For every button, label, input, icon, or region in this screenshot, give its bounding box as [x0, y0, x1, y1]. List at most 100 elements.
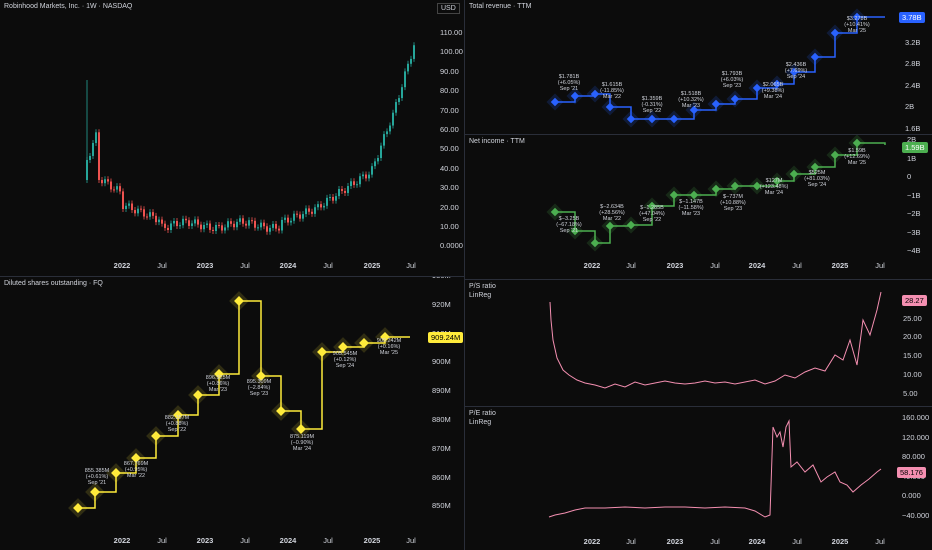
candle-body — [359, 176, 361, 185]
pane-divider-vertical[interactable] — [464, 0, 465, 550]
candle-body — [320, 204, 322, 208]
candle-body — [95, 132, 97, 143]
shares-current-tag: 909.24M — [428, 332, 464, 343]
price-y-tick: 80.00 — [440, 86, 459, 96]
candle-body — [230, 221, 232, 224]
candle-body — [341, 189, 343, 191]
income-x-tick: 2022 — [583, 261, 601, 270]
income-annotation: $127M (+123.48%) Mar '24 — [760, 178, 789, 196]
pane-divider-inc-ps[interactable] — [465, 279, 932, 280]
shares-x-tick: 2022 — [113, 536, 131, 545]
candle-body — [149, 212, 151, 217]
income-annotation: $−3.25B (−67.18%) Sep '21 — [556, 216, 582, 234]
revenue-annotation: $2.436B (+7.69%) Sep '24 — [785, 62, 808, 80]
candle-body — [212, 229, 214, 231]
income-pane[interactable]: Net income · TTM $−3.25B (−67.18%) Sep '21… — [465, 135, 932, 278]
income-y-tick: −1B — [907, 190, 921, 200]
price-x-tick: Jul — [406, 261, 416, 270]
candle-body — [227, 221, 229, 228]
shares-y-tick: 850M — [432, 501, 451, 511]
shares-marker — [151, 431, 161, 441]
price-y-tick: 0.0000 — [440, 241, 463, 251]
candle-body — [299, 214, 301, 219]
candle-body — [269, 227, 271, 232]
shares-pane[interactable]: Diluted shares outstanding · FQ 855.385M… — [0, 277, 464, 550]
candle-body — [323, 205, 325, 208]
income-annotation: $−1.147B (−11.58%) Mar '23 — [678, 199, 703, 217]
candle-body — [305, 208, 307, 215]
candle-body — [221, 225, 223, 231]
candle-body — [203, 224, 205, 230]
ps-pane[interactable]: P/S ratio LinReg 30.0025.0020.0015.0010.… — [465, 280, 932, 406]
candle-body — [401, 87, 403, 99]
candle-body — [182, 218, 184, 226]
ps-chart[interactable] — [465, 280, 932, 406]
candle-body — [161, 219, 163, 224]
candle-body — [224, 227, 226, 231]
pe-chart[interactable] — [465, 407, 932, 550]
shares-annotation: 905.545M (+0.12%) Sep '24 — [333, 351, 358, 369]
shares-x-tick: Jul — [406, 536, 416, 545]
candle-body — [167, 227, 169, 230]
shares-y-tick: 890M — [432, 386, 451, 396]
shares-marker — [173, 410, 183, 420]
candle-body — [239, 218, 241, 222]
candle-body — [194, 219, 196, 224]
pane-divider-left[interactable] — [0, 276, 464, 277]
shares-annotation: 867.769M (+0.95%) Mar '22 — [124, 461, 149, 479]
pane-divider-ps-pe[interactable] — [465, 406, 932, 407]
shares-x-tick: 2025 — [363, 536, 381, 545]
pe-pane[interactable]: P/E ratio LinReg 160.000120.00080.00040.… — [465, 407, 932, 550]
shares-x-tick: Jul — [157, 536, 167, 545]
currency-selector[interactable]: USD — [437, 3, 460, 14]
candle-body — [308, 208, 310, 212]
candle-body — [344, 190, 346, 193]
candle-body — [260, 222, 262, 228]
candle-body — [263, 222, 265, 227]
candle-body — [254, 220, 256, 228]
price-pane[interactable]: Robinhood Markets, Inc. · 1W · NASDAQ US… — [0, 0, 464, 276]
candle-body — [338, 189, 340, 197]
income-x-tick: 2023 — [666, 261, 684, 270]
candle-body — [188, 220, 190, 226]
candle-body — [377, 157, 379, 162]
shares-annotation: 896.925M (+0.86%) Mar '23 — [206, 375, 231, 393]
price-candles — [86, 42, 415, 235]
price-y-tick: 100.00 — [440, 47, 463, 57]
candle-body — [218, 224, 220, 226]
pane-divider-rev-inc[interactable] — [465, 134, 932, 135]
revenue-y-tick: 2.8B — [905, 59, 921, 69]
candle-body — [131, 203, 133, 211]
price-x-tick: 2022 — [113, 261, 131, 270]
pe-y-tick: −40.000 — [902, 510, 930, 520]
candle-body — [170, 223, 172, 230]
pe-pane-title: P/E ratio — [469, 410, 496, 417]
price-x-tick: 2025 — [363, 261, 381, 270]
candle-body — [365, 174, 367, 179]
price-chart[interactable] — [0, 0, 464, 276]
candle-body — [293, 213, 295, 221]
candle-body — [362, 174, 364, 177]
candle-body — [317, 204, 319, 208]
candle-body — [404, 71, 406, 88]
ps-line — [549, 291, 882, 389]
candle-body — [113, 189, 115, 191]
price-x-tick: Jul — [323, 261, 333, 270]
revenue-pane[interactable]: Total revenue · TTM $1.781B (+6.05%) Sep '… — [465, 0, 932, 134]
income-annotation: $525M (+81.03%) Sep '24 — [804, 170, 830, 188]
candle-body — [92, 142, 94, 156]
candle-body — [350, 181, 352, 187]
shares-y-tick: 920M — [432, 299, 451, 309]
price-x-tick: 2023 — [196, 261, 214, 270]
price-y-tick: 70.00 — [440, 105, 459, 115]
candle-body — [389, 125, 391, 132]
revenue-chart[interactable]: $1.781B (+6.05%) Sep '21 $1.615B (-11.85%) Ma… — [465, 0, 932, 134]
candle-body — [278, 228, 280, 231]
candle-body — [356, 184, 358, 186]
ps-y-tick: 15.00 — [903, 351, 922, 361]
income-chart[interactable]: $−3.25B (−67.18%) Sep '21 $−2.634B (+28.56%)… — [465, 135, 932, 278]
candle-body — [407, 63, 409, 72]
shares-x-tick: 2023 — [196, 536, 214, 545]
shares-chart[interactable]: 855.385M (+0.61%) Sep '21 867.769M (+0.95%) M… — [0, 277, 464, 550]
ps-current-tag: 28.27 — [902, 295, 927, 306]
